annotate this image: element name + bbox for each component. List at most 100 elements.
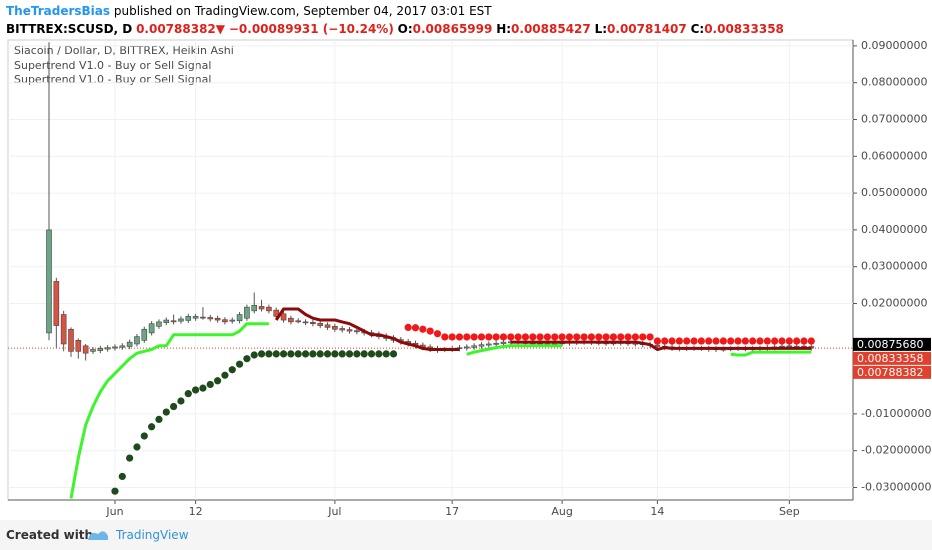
header-line-1: TheTradersBias published on TradingView.… [6,2,784,20]
candle-body [178,318,184,322]
price-label: 0.00788382 [857,366,923,379]
supertrend-dot [727,337,735,345]
supertrend-dot [192,386,200,394]
supertrend-dot [184,390,192,398]
candle-body [273,309,280,317]
candle-body [97,348,104,351]
candle-body [134,336,140,345]
supertrend-dot [294,350,302,358]
supertrend-dot [587,333,596,341]
y-tick-label: 0.05000000 [861,186,927,199]
supertrend-dot [419,325,427,333]
supertrend-dot [690,337,698,345]
y-tick-label: -0.02000000 [861,444,931,457]
supertrend-dot [734,337,742,345]
supertrend-dot [279,350,288,358]
supertrend-dot [411,324,420,332]
x-tick-label: 17 [445,505,459,518]
ohlc-label: O: [397,22,413,36]
supertrend-dot [316,350,324,358]
supertrend-dot [323,350,332,358]
candle-body [222,319,228,323]
plot-frame [7,39,854,501]
candle-body [493,342,499,345]
supertrend-dot [155,415,163,424]
author[interactable]: TheTradersBias [6,4,111,18]
supertrend-dot [543,333,552,341]
brand[interactable]: TradingView [116,528,189,542]
candle-body [156,321,162,327]
supertrend-dot [646,333,654,341]
legend-entry: Supertrend V1.0 - Buy or Sell Signal [14,59,211,72]
legend-entry: Supertrend V1.0 - Buy or Sell Signal [14,73,211,86]
candle-body [317,323,324,326]
candle-body [90,349,96,352]
supertrend-dot [800,337,808,345]
candle-body [170,320,177,323]
candle-body [119,345,126,348]
y-tick-label: 0.02000000 [861,296,927,309]
supertrend-dot [148,423,156,431]
supertrend-dot [272,350,280,358]
y-tick-label: 0.08000000 [861,76,927,89]
supertrend-dot [514,333,522,341]
plot-layer [8,40,853,500]
ohlc-value: 0.00833358 [704,22,784,36]
supertrend-dot [793,337,801,345]
candle-body [654,344,661,347]
supertrend-dot [771,337,779,345]
supertrend-dot [360,350,368,358]
ohlc-label: C: [690,22,705,36]
candle-body [68,328,74,352]
supertrend-dot [683,337,691,345]
ohlc-value: 0.00781407 [607,22,687,36]
supertrend-dot [485,333,493,341]
supertrend-dot [177,397,185,405]
supertrend-dot [565,333,574,341]
supertrend-dot [807,337,815,345]
supertrend-dot [111,487,119,495]
candle-body [163,319,170,323]
created-with: Created with [6,528,94,542]
supertrend-dot [162,408,170,416]
candle-body [464,346,470,349]
supertrend-dot [126,454,134,462]
candle-body [324,324,331,328]
candle-body [500,341,507,344]
change: −0.00089931 (−10.24%) [228,22,394,36]
candle-body [229,319,236,322]
candle-body [148,323,155,334]
header-line-2: BITTREX:SCUSD, D 0.00788382▼ −0.00089931… [6,20,784,38]
supertrend-dot [573,333,581,341]
chart: Siacoin / Dollar, D, BITTREX, Heikin Ash… [7,39,931,518]
supertrend-dot [536,333,544,341]
supertrend-dot [756,337,764,345]
candle-body [60,314,67,345]
price-label-box [853,337,931,351]
supertrend-dot [228,366,236,374]
price-label: 0.00875680 [857,338,923,351]
supertrend-dot [301,350,310,358]
supertrend-dot [250,351,258,359]
supertrend-dot [521,333,530,341]
supertrend-dot [595,333,603,341]
candle-body [302,321,309,324]
x-tick-label: 12 [189,505,203,518]
supertrend-dot [170,402,178,411]
supertrend-dot [265,350,273,358]
supertrend-dot [426,327,434,335]
supertrend-dot [507,333,515,341]
supertrend-dot [624,333,632,341]
supertrend-dot [221,371,229,379]
supertrend-line [274,307,812,351]
x-tick-label: Jul [327,505,341,518]
supertrend-dot [367,350,376,358]
supertrend-dot [617,333,625,341]
ohlc-label: H: [496,22,512,36]
supertrend-dot [309,350,317,358]
candle-body [339,328,346,331]
candle-body [310,321,316,325]
candle-body [82,345,89,354]
candle-body [485,343,492,346]
